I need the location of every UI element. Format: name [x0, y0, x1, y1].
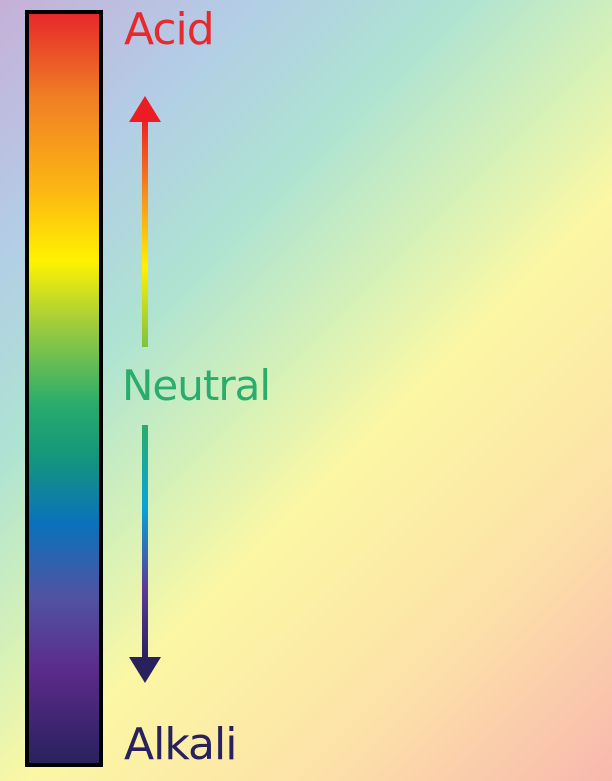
down-arrow-icon	[129, 425, 161, 683]
ph-color-scale-bar	[25, 10, 103, 767]
up-arrow-icon	[129, 96, 161, 347]
neutral-label: Neutral	[122, 361, 271, 410]
acid-label: Acid	[124, 4, 215, 55]
alkali-label: Alkali	[124, 719, 237, 770]
